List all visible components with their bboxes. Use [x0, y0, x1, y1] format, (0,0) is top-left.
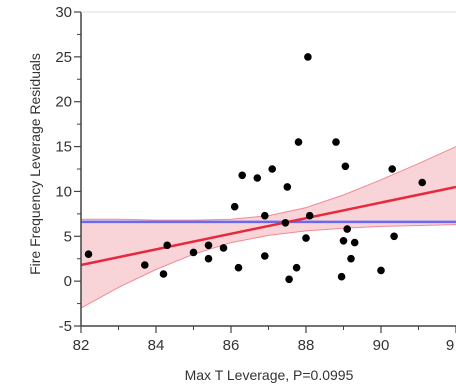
- data-point: [350, 238, 359, 247]
- y-tick-label: 15: [55, 139, 72, 156]
- data-point: [189, 248, 198, 257]
- y-tick-label: 5: [64, 228, 72, 245]
- data-point: [390, 232, 398, 241]
- tick-layer: -5 0 5 10 15 20 25 30 82 84 86 88 90 9: [55, 4, 456, 354]
- data-point: [238, 171, 246, 180]
- data-point: [159, 270, 168, 278]
- data-point: [285, 275, 293, 284]
- data-point: [305, 211, 314, 220]
- data-point: [261, 211, 269, 220]
- confidence-band: [81, 146, 456, 309]
- x-tick-label: 84: [148, 337, 165, 354]
- confidence-band-lower-edge: [80, 224, 456, 309]
- data-point: [304, 53, 312, 61]
- y-tick-label: 25: [55, 49, 72, 66]
- x-tick-label: 86: [223, 337, 240, 354]
- line-layer: [80, 185, 456, 267]
- fit-line: [80, 185, 456, 267]
- data-point: [337, 272, 346, 281]
- data-point: [332, 138, 340, 146]
- data-point: [377, 266, 385, 275]
- data-point: [84, 250, 93, 258]
- data-point: [347, 254, 355, 263]
- y-tick-label: 0: [64, 273, 72, 290]
- data-point: [204, 241, 213, 250]
- data-point: [234, 263, 243, 272]
- confidence-band-layer: [80, 146, 456, 309]
- y-tick-label: 10: [55, 183, 72, 200]
- data-point: [302, 234, 310, 242]
- data-point: [341, 162, 350, 171]
- data-point: [261, 252, 269, 260]
- y-tick-label: 20: [55, 94, 72, 111]
- data-point: [253, 174, 262, 182]
- data-point: [339, 237, 348, 245]
- y-tick-label: 30: [55, 4, 72, 21]
- data-point: [283, 183, 292, 191]
- data-point: [163, 241, 171, 250]
- y-tick-label: -5: [59, 318, 72, 335]
- data-point: [343, 225, 352, 233]
- data-point: [388, 165, 397, 173]
- data-point: [418, 178, 427, 187]
- x-axis-title: Max T Leverage, P=0.0995: [185, 367, 354, 383]
- x-tick-label: 82: [73, 337, 90, 354]
- data-point: [141, 261, 149, 269]
- point-layer: [84, 53, 427, 284]
- data-point: [281, 219, 290, 227]
- data-point: [292, 263, 301, 272]
- data-point: [219, 244, 228, 252]
- x-tick-label: 90: [373, 337, 390, 354]
- data-point: [204, 254, 213, 263]
- data-point: [268, 165, 277, 173]
- x-tick-label: 88: [298, 337, 315, 354]
- data-point: [230, 202, 239, 211]
- y-axis-title: Fire Frequency Leverage Residuals: [27, 53, 43, 275]
- x-tick-label: 9: [446, 337, 454, 354]
- data-point: [294, 138, 303, 146]
